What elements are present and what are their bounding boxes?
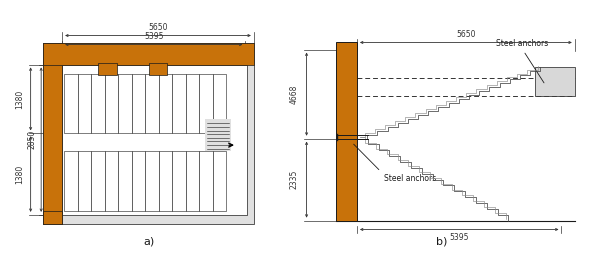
Bar [205, 119, 230, 152]
Bar [62, 64, 247, 215]
Bar [199, 152, 213, 211]
Bar [145, 152, 159, 211]
Text: 2335: 2335 [290, 170, 299, 189]
Bar [186, 73, 199, 133]
Bar [132, 73, 145, 133]
Bar [91, 73, 105, 133]
Bar [213, 152, 226, 211]
Bar [535, 67, 575, 96]
Bar [43, 43, 62, 224]
Bar [186, 152, 199, 211]
Bar [64, 152, 78, 211]
Text: 5395: 5395 [144, 32, 164, 41]
Bar [118, 73, 132, 133]
Bar [43, 43, 254, 64]
Text: 5395: 5395 [449, 233, 469, 242]
Bar [91, 152, 105, 211]
Text: 1380: 1380 [16, 164, 25, 184]
Bar [64, 73, 78, 133]
Bar [105, 152, 118, 211]
Text: 2850: 2850 [28, 130, 37, 149]
Bar [43, 211, 62, 224]
Text: Steel anchors: Steel anchors [353, 144, 436, 183]
Bar [98, 63, 117, 75]
Text: a): a) [143, 236, 154, 247]
Bar [172, 73, 186, 133]
Bar [132, 152, 145, 211]
Bar [199, 73, 213, 133]
Text: 1380: 1380 [16, 89, 25, 109]
Text: 4668: 4668 [290, 84, 299, 104]
Bar [78, 73, 91, 133]
Text: 5650: 5650 [148, 23, 168, 32]
Bar [118, 152, 132, 211]
Bar [159, 152, 172, 211]
Bar [105, 73, 118, 133]
Bar [149, 63, 167, 75]
Text: b): b) [436, 236, 448, 247]
Bar [172, 152, 186, 211]
Bar [43, 43, 254, 224]
Text: Steel anchors: Steel anchors [496, 39, 548, 83]
Bar [336, 42, 357, 221]
Text: 5650: 5650 [456, 30, 476, 39]
Bar [145, 73, 159, 133]
Bar [213, 73, 226, 133]
Bar [78, 152, 91, 211]
Bar [159, 73, 172, 133]
